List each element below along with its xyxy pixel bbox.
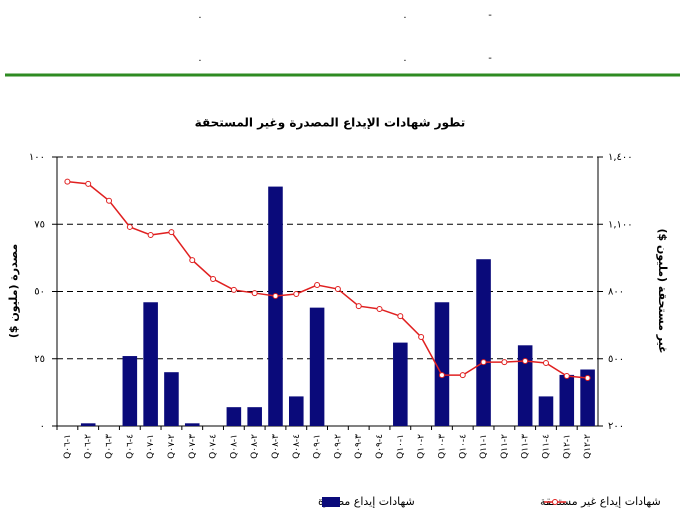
- x-tick-label: Q٣-٠٧: [188, 434, 198, 459]
- header-text: -: [488, 10, 492, 21]
- line-marker: [210, 275, 217, 282]
- x-tick-label: Q٢-١٠: [417, 434, 427, 459]
- line-marker: [397, 313, 404, 320]
- bar: [226, 407, 242, 426]
- bar: [434, 302, 450, 426]
- y-tick-label: ٧٥: [34, 219, 45, 230]
- x-tick-label: Q٤-٠٩: [375, 434, 385, 459]
- bar: [184, 423, 200, 426]
- y2-tick-label: ٢٠٠: [608, 421, 624, 432]
- x-tick-label: Q٢-١١: [500, 434, 510, 459]
- bar: [143, 302, 158, 426]
- bar: [476, 259, 491, 426]
- y-tick-label: ٥٠: [34, 287, 45, 298]
- bar: [289, 396, 304, 426]
- line-marker: [85, 180, 92, 187]
- line-marker: [293, 290, 300, 297]
- bar: [164, 372, 179, 426]
- line-marker: [418, 334, 425, 341]
- line-marker: [106, 197, 113, 204]
- line-marker: [355, 303, 362, 310]
- line-marker: [542, 360, 549, 367]
- y2-axis-label: غير مستحقة (مليون $): [656, 228, 669, 353]
- x-tick-label: Q٤-٠٨: [292, 434, 302, 459]
- bar: [580, 369, 595, 426]
- bar: [122, 356, 138, 426]
- line-marker: [501, 359, 508, 366]
- header-text: .: [198, 53, 201, 64]
- x-tick-label: Q١-١١: [479, 434, 489, 459]
- x-tick-label: Q١-١٠: [396, 434, 406, 459]
- legend-marker: [552, 499, 558, 505]
- y2-tick-label: ٥٠٠: [608, 354, 624, 365]
- bar: [247, 407, 262, 426]
- y-tick-label: ٢٥: [34, 354, 45, 365]
- line-marker: [230, 286, 237, 293]
- x-tick-label: Q١-١٢: [562, 434, 572, 459]
- x-tick-label: Q٣-٠٦: [105, 434, 115, 459]
- x-tick-label: Q٤-١٠: [458, 434, 468, 459]
- header-text: .: [198, 10, 201, 21]
- bar: [268, 186, 283, 426]
- line-marker: [334, 286, 341, 293]
- x-tick-label: Q٤-١١: [541, 434, 551, 459]
- x-tick-label: Q١-٠٨: [229, 434, 239, 459]
- x-tick-label: Q١-٠٦: [63, 434, 73, 459]
- x-tick-label: Q١-٠٧: [146, 434, 156, 459]
- x-tick-label: Q١-٠٩: [313, 434, 323, 459]
- line-marker: [189, 257, 196, 264]
- line-marker: [251, 290, 258, 297]
- y2-tick-label: ١,١٠٠: [608, 219, 633, 230]
- header-text: -: [488, 53, 492, 64]
- chart-title: تطور شهادات الإيداع المصدرة وغير المستحق…: [195, 116, 466, 131]
- line-marker: [522, 357, 529, 364]
- line-marker: [314, 281, 321, 288]
- line-marker: [438, 372, 445, 379]
- line-marker: [584, 375, 591, 382]
- header-text: .: [403, 53, 406, 64]
- line: [67, 180, 588, 379]
- x-tick-label: Q٢-٠٧: [167, 434, 177, 459]
- line-marker: [563, 373, 570, 380]
- x-tick-label: Q٢-٠٩: [333, 434, 343, 459]
- y-tick-label: ٠: [40, 421, 45, 432]
- legend-label: شهادات إيداع غير مستحقة: [540, 495, 661, 508]
- x-tick-label: Q٣-٠٨: [271, 434, 281, 459]
- legend-swatch: [322, 497, 340, 507]
- line-marker: [376, 305, 383, 312]
- bar: [80, 423, 96, 426]
- y2-tick-label: ٨٠٠: [608, 287, 624, 298]
- x-tick-label: Q٣-١١: [521, 434, 531, 459]
- y-tick-label: ١٠٠: [29, 152, 45, 163]
- bar: [309, 307, 325, 426]
- bar: [393, 342, 408, 426]
- x-tick-label: Q٤-٠٦: [125, 434, 135, 459]
- x-tick-label: Q٢-١٢: [583, 434, 593, 459]
- line-marker: [459, 372, 466, 379]
- line-marker: [147, 232, 154, 239]
- line-marker: [272, 292, 279, 299]
- bar: [559, 374, 575, 426]
- bar: [517, 345, 533, 426]
- line-marker: [64, 178, 71, 185]
- y2-tick-label: ١,٤٠٠: [608, 152, 633, 163]
- header-text: .: [403, 10, 406, 21]
- line-marker: [480, 359, 487, 366]
- bar: [538, 396, 554, 426]
- legend-label: شهادات إيداع مصدرة: [318, 495, 415, 508]
- x-tick-label: Q٢-٠٨: [250, 434, 260, 459]
- line-marker: [126, 223, 133, 230]
- x-tick-label: Q٢-٠٦: [84, 434, 94, 459]
- x-tick-label: Q٣-١٠: [437, 434, 447, 459]
- y-axis-label: مصدرة (مليون $): [7, 244, 20, 338]
- x-tick-label: Q٣-٠٩: [354, 434, 364, 459]
- x-tick-label: Q٤-٠٧: [209, 434, 219, 459]
- line-marker: [168, 229, 175, 236]
